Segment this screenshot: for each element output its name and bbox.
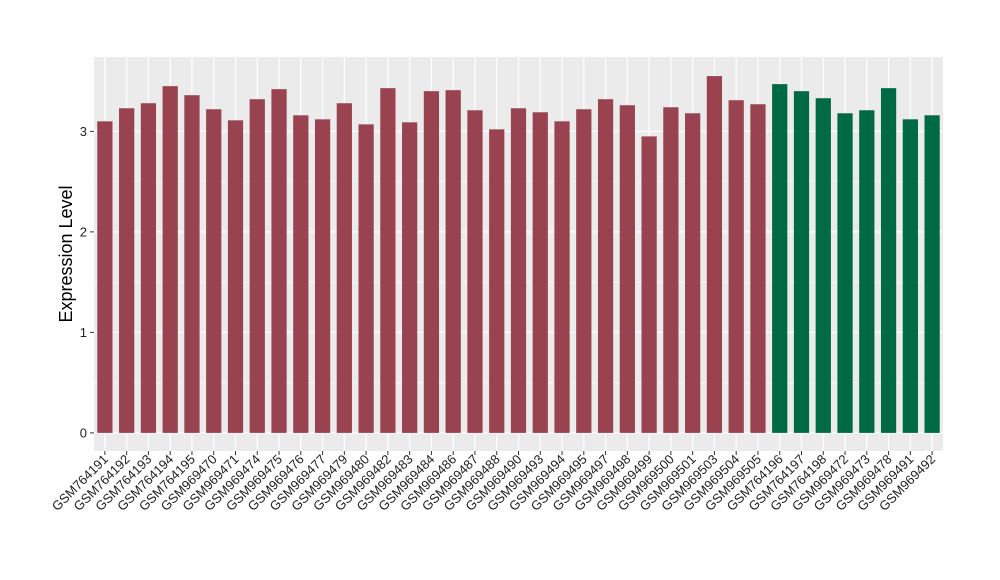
bar-GSM969493 bbox=[532, 112, 548, 433]
bar-GSM969498 bbox=[619, 105, 635, 433]
bar-GSM969471 bbox=[227, 120, 244, 433]
bar-GSM969473 bbox=[859, 110, 875, 433]
y-axis: 0 1 2 3 bbox=[80, 124, 94, 440]
bar-GSM764198 bbox=[815, 98, 831, 433]
bar-GSM969491 bbox=[902, 119, 918, 433]
bar-GSM764196 bbox=[772, 84, 788, 433]
bar-GSM764194 bbox=[162, 86, 178, 433]
y-tick-label: 2 bbox=[80, 224, 87, 239]
bar-GSM969494 bbox=[554, 121, 570, 433]
bar-GSM764191 bbox=[97, 121, 113, 433]
bar-GSM969488 bbox=[489, 129, 505, 433]
bar-GSM969483 bbox=[402, 122, 418, 433]
bar-GSM764197 bbox=[793, 91, 810, 433]
bar-GSM969484 bbox=[423, 91, 440, 433]
bar-GSM969505 bbox=[750, 104, 766, 433]
bar-GSM969490 bbox=[510, 108, 527, 433]
bar-GSM969477 bbox=[314, 119, 331, 433]
y-tick-label: 1 bbox=[80, 325, 87, 340]
bar-GSM969499 bbox=[641, 136, 657, 433]
bar-GSM969482 bbox=[380, 88, 396, 433]
bar-GSM969501 bbox=[685, 113, 701, 433]
bar-GSM764195 bbox=[184, 95, 200, 433]
bar-GSM969497 bbox=[597, 99, 614, 433]
y-tick-label: 3 bbox=[80, 124, 87, 139]
bar-GSM969472 bbox=[837, 113, 853, 433]
bar-GSM764193 bbox=[140, 103, 157, 433]
bar-GSM969478 bbox=[880, 88, 897, 433]
bar-GSM969480 bbox=[358, 124, 374, 433]
bar-GSM969486 bbox=[445, 90, 461, 433]
y-tick-label: 0 bbox=[80, 425, 87, 440]
bar-GSM969495 bbox=[576, 109, 592, 433]
bar-GSM969479 bbox=[336, 103, 352, 433]
bar-GSM969487 bbox=[467, 110, 483, 433]
bar-GSM764192 bbox=[119, 108, 135, 433]
x-axis: GSM764191GSM764192GSM764193GSM764194GSM7… bbox=[49, 451, 938, 514]
bar-GSM969492 bbox=[924, 115, 940, 433]
bars bbox=[97, 76, 940, 433]
bar-GSM969474 bbox=[249, 99, 265, 433]
bar-GSM969475 bbox=[271, 89, 287, 433]
y-axis-title: Expression Level bbox=[56, 185, 76, 322]
bar-GSM969470 bbox=[206, 109, 222, 433]
bar-GSM969476 bbox=[293, 115, 309, 433]
bar-GSM969503 bbox=[706, 76, 723, 433]
bar-GSM969500 bbox=[663, 107, 679, 433]
bar-GSM969504 bbox=[728, 100, 744, 433]
